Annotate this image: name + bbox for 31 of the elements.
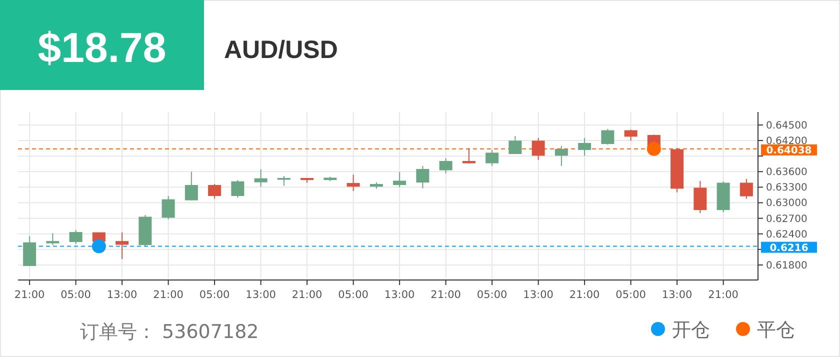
x-tick-label: 21:00	[292, 289, 322, 301]
legend-label: 平仓	[757, 319, 795, 341]
x-tick-label: 21:00	[14, 289, 45, 301]
x-tick-label: 13:00	[662, 289, 692, 301]
x-tick-label: 13:00	[106, 289, 138, 301]
y-tick-label: 0.63300	[766, 182, 808, 194]
x-tick-label: 05:00	[476, 289, 508, 301]
x-tick-label: 13:00	[384, 289, 415, 301]
y-tick-label: 0.63600	[766, 167, 808, 178]
header: $18.78	[0, 0, 204, 90]
x-tick-label: 05:00	[199, 289, 230, 301]
y-tick-label: 0.64200	[766, 136, 808, 148]
x-tick-label: 05:00	[60, 289, 91, 301]
x-tick-label: 21:00	[153, 289, 184, 301]
chart-title: AUD/USD	[224, 36, 338, 64]
x-tick-label: 05:00	[616, 289, 646, 301]
x-tick-label: 21:00	[708, 289, 738, 301]
y-tick-label: 0.61800	[766, 260, 808, 272]
text: 订单号： 53607182	[80, 321, 259, 343]
legend-label: 开仓	[672, 319, 710, 341]
y-tick-label: 0.62400	[766, 229, 808, 240]
y-tick-label: 0.64500	[766, 120, 808, 132]
ref-line-label: 0.64038	[766, 145, 812, 156]
y-tick-label: 0.63000	[766, 198, 808, 210]
x-tick-label: 21:00	[569, 289, 600, 301]
x-tick-label: 13:00	[246, 289, 276, 301]
x-tick-label: 13:00	[523, 289, 554, 301]
y-tick-label: 0.62700	[766, 214, 808, 225]
x-tick-label: 05:00	[338, 289, 368, 301]
x-tick-label: 21:00	[430, 289, 461, 301]
ref-line-label: 0.6216	[770, 242, 808, 254]
